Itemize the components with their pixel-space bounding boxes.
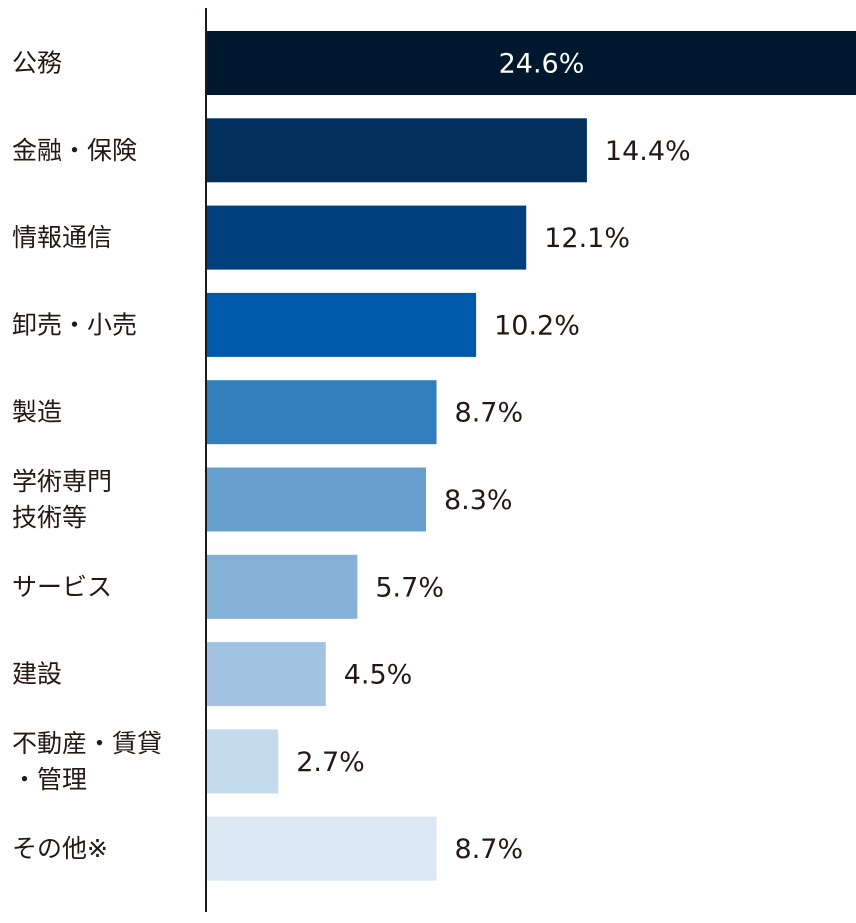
category-label-1: 公務 bbox=[12, 49, 62, 78]
category-label-8: 建設 bbox=[12, 660, 62, 689]
category-label-5: 製造 bbox=[12, 398, 62, 427]
value-label-6: 8.3% bbox=[444, 485, 513, 516]
bar-10 bbox=[207, 816, 437, 881]
bar-1 bbox=[207, 31, 856, 95]
value-label-9: 2.7% bbox=[296, 747, 365, 778]
value-label-4: 10.2% bbox=[494, 310, 580, 341]
category-label-6-line-1: 学術専門 bbox=[12, 467, 112, 496]
value-label-8: 4.5% bbox=[344, 660, 413, 691]
category-labels-group: 公務金融・保険情報通信卸売・小売製造学術専門技術等サービス建設不動産・賃貸・管理… bbox=[12, 49, 162, 864]
category-label-6-line-2: 技術等 bbox=[12, 503, 87, 532]
value-label-10: 8.7% bbox=[455, 834, 524, 865]
value-labels-group: 24.6% 14.4% 12.1% 10.2% 8.7% 8.3% 5.7% 4.5% 2.7%… bbox=[296, 49, 690, 866]
value-label-1: 24.6% bbox=[499, 49, 585, 80]
category-label-3: 情報通信 bbox=[12, 223, 112, 252]
value-label-7: 5.7% bbox=[375, 572, 444, 603]
value-label-2: 14.4% bbox=[605, 136, 691, 167]
bar-3 bbox=[207, 205, 527, 270]
bar-5 bbox=[207, 380, 437, 445]
category-label-7: サービス bbox=[12, 572, 112, 601]
value-label-3: 12.1% bbox=[544, 223, 630, 254]
bars-group bbox=[207, 31, 856, 881]
value-label-5: 8.7% bbox=[455, 398, 524, 429]
category-label-10: その他※ bbox=[12, 834, 108, 863]
bar-6 bbox=[207, 467, 426, 532]
bar-7 bbox=[207, 554, 358, 619]
category-label-2: 金融・保険 bbox=[12, 136, 137, 165]
category-label-9-line-1: 不動産・賃貸 bbox=[12, 729, 162, 758]
bar-4 bbox=[207, 292, 477, 357]
category-label-9-line-2: ・管理 bbox=[12, 765, 87, 794]
bar-9 bbox=[207, 729, 279, 794]
category-label-4: 卸売・小売 bbox=[12, 310, 137, 339]
bar-2 bbox=[207, 118, 587, 183]
bar-8 bbox=[207, 642, 326, 707]
